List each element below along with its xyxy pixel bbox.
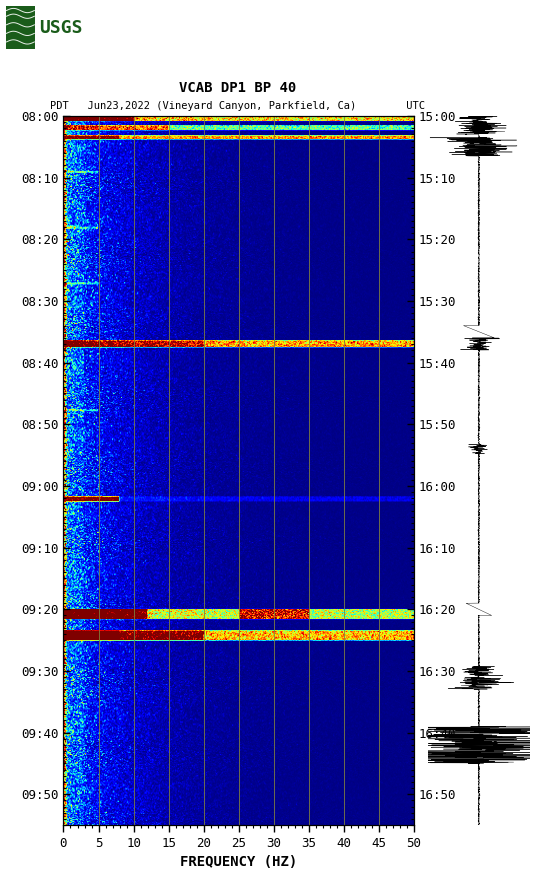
FancyBboxPatch shape	[6, 6, 35, 49]
Text: PDT   Jun23,2022 (Vineyard Canyon, Parkfield, Ca)        UTC: PDT Jun23,2022 (Vineyard Canyon, Parkfie…	[50, 101, 425, 111]
Text: USGS: USGS	[39, 19, 83, 37]
X-axis label: FREQUENCY (HZ): FREQUENCY (HZ)	[180, 855, 298, 870]
Text: VCAB DP1 BP 40: VCAB DP1 BP 40	[179, 81, 296, 95]
